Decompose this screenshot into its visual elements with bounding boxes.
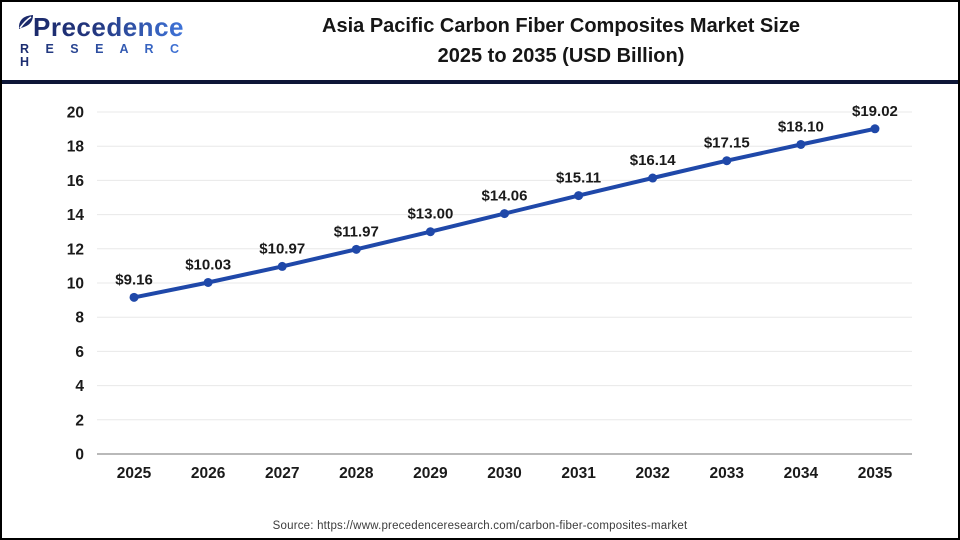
x-tick-label: 2034 xyxy=(784,465,819,482)
x-tick-label: 2035 xyxy=(858,465,893,482)
y-tick-label: 4 xyxy=(75,378,84,395)
data-label: $10.97 xyxy=(259,240,305,257)
x-tick-label: 2031 xyxy=(561,465,596,482)
data-point xyxy=(500,209,509,219)
data-label: $11.97 xyxy=(334,223,379,240)
brand-logo: Precedence R E S E A R C H xyxy=(16,14,186,68)
data-label: $18.10 xyxy=(778,118,824,135)
x-tick-label: 2032 xyxy=(635,465,669,482)
y-tick-label: 8 xyxy=(75,310,84,327)
source-text: Source: https://www.precedenceresearch.c… xyxy=(272,519,688,532)
brand-subtitle: R E S E A R C H xyxy=(16,43,186,68)
data-label: $13.00 xyxy=(407,206,453,223)
header: Precedence R E S E A R C H Asia Pacific … xyxy=(2,2,958,80)
data-label: $19.02 xyxy=(852,103,898,120)
data-point xyxy=(574,191,584,201)
data-point xyxy=(351,244,361,254)
x-tick-label: 2028 xyxy=(339,465,374,482)
data-label: $17.15 xyxy=(704,135,750,152)
y-tick-label: 16 xyxy=(67,173,85,190)
y-tick-label: 18 xyxy=(67,139,85,156)
leaf-icon xyxy=(18,15,33,29)
chart-title-line1: Asia Pacific Carbon Fiber Composites Mar… xyxy=(322,15,800,37)
chart-area: 0 2 4 6 8 10 12 14 16 18 20 2025 2026 2027 2028 2029 203… xyxy=(2,84,958,513)
x-tick-label: 2025 xyxy=(117,465,152,482)
data-point xyxy=(203,277,213,287)
brand-name: Precedence xyxy=(33,12,184,42)
chart-title-line2: 2025 to 2035 (USD Billion) xyxy=(437,45,685,67)
data-point xyxy=(648,173,658,183)
y-tick-label: 2 xyxy=(75,412,84,429)
x-tick-label: 2029 xyxy=(413,465,448,482)
y-tick-label: 10 xyxy=(67,276,84,293)
chart-title: Asia Pacific Carbon Fiber Composites Mar… xyxy=(186,11,944,71)
header-divider xyxy=(2,80,958,84)
data-point xyxy=(870,124,880,134)
data-point xyxy=(277,261,287,271)
y-tick-label: 0 xyxy=(75,447,84,464)
data-point xyxy=(425,227,435,237)
data-label: $16.14 xyxy=(630,152,677,169)
data-point xyxy=(129,292,139,302)
line-chart: 0 2 4 6 8 10 12 14 16 18 20 2025 2026 2027 2028 2029 203… xyxy=(67,103,912,482)
data-point xyxy=(796,139,806,149)
data-point xyxy=(722,156,732,166)
data-label: $10.03 xyxy=(185,256,231,273)
y-tick-label: 12 xyxy=(67,241,84,258)
y-tick-label: 6 xyxy=(75,344,84,361)
x-tick-label: 2030 xyxy=(487,465,521,482)
data-label: $9.16 xyxy=(115,271,153,288)
y-tick-label: 14 xyxy=(67,207,85,224)
data-label: $14.06 xyxy=(482,188,528,205)
x-tick-label: 2026 xyxy=(191,465,226,482)
data-label: $15.11 xyxy=(556,170,601,187)
x-tick-label: 2027 xyxy=(265,465,299,482)
y-tick-label: 20 xyxy=(67,105,84,122)
x-tick-label: 2033 xyxy=(710,465,745,482)
